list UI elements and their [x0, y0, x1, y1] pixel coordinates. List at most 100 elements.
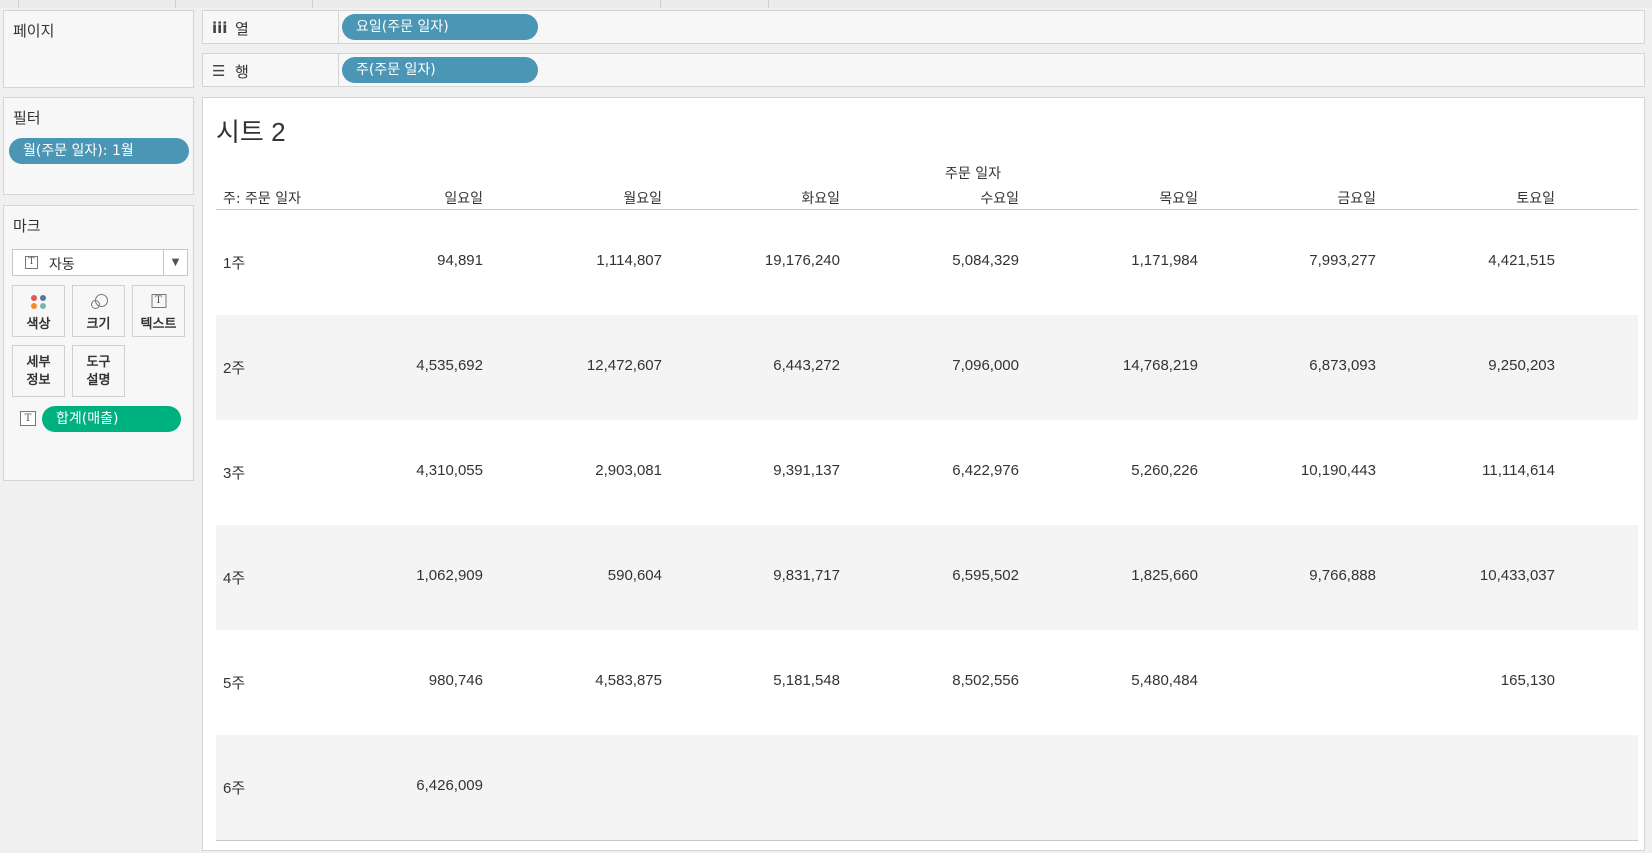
table-cell[interactable]: 165,130 [1500, 672, 1555, 689]
column-header[interactable]: 일요일 [444, 191, 483, 207]
filter-pill-month[interactable]: 월(주문 일자): 1월 [9, 138, 189, 164]
column-header-row: 주: 주문 일자 일요일 월요일 화요일 수요일 목요일 금요일 토요일 [216, 186, 1638, 210]
table-cell[interactable]: 5,480,484 [1131, 672, 1198, 689]
table-row[interactable]: 6주 6,426,009 [216, 735, 1638, 840]
tab-divider [660, 0, 661, 8]
row-label[interactable]: 3주 [223, 465, 246, 482]
sales-sum-pill[interactable]: 합계(매출) [42, 406, 181, 432]
table-cell[interactable]: 7,993,277 [1309, 252, 1376, 269]
tooltip-label-line1: 도구 [86, 355, 111, 370]
mark-type-label: 자동 [49, 257, 75, 273]
table-cell[interactable]: 9,766,888 [1309, 567, 1376, 584]
row-label[interactable]: 1주 [223, 255, 246, 272]
table-row[interactable]: 4주 1,062,909 590,604 9,831,717 6,595,502… [216, 525, 1638, 630]
color-button[interactable]: 색상 [12, 285, 65, 337]
table-cell[interactable]: 9,250,203 [1488, 357, 1555, 374]
shelf-divider [338, 54, 339, 86]
table-cell[interactable]: 5,181,548 [773, 672, 840, 689]
marks-card-title: 마크 [13, 217, 41, 235]
column-header[interactable]: 월요일 [623, 191, 662, 207]
column-header[interactable]: 화요일 [801, 191, 840, 207]
top-tab-strip [0, 0, 1652, 8]
row-label[interactable]: 2주 [223, 360, 246, 377]
table-bottom-border [216, 840, 1638, 841]
table-cell[interactable]: 1,825,660 [1131, 567, 1198, 584]
table-cell[interactable]: 6,426,009 [416, 777, 483, 794]
table-cell[interactable]: 4,310,055 [416, 462, 483, 479]
columns-shelf[interactable]: iii 열 요일(주문 일자) [202, 10, 1645, 44]
rows-shelf[interactable]: ☰ 행 주(주문 일자) [202, 53, 1645, 87]
table-cell[interactable]: 10,433,037 [1479, 567, 1555, 584]
table-cell[interactable]: 10,190,443 [1300, 462, 1376, 479]
table-cell[interactable]: 6,422,976 [952, 462, 1019, 479]
pages-card-title: 페이지 [13, 22, 55, 40]
table-cell[interactable]: 14,768,219 [1122, 357, 1198, 374]
table-cell[interactable]: 11,114,614 [1482, 462, 1555, 479]
tab-divider [18, 0, 19, 8]
table-cell[interactable]: 6,443,272 [773, 357, 840, 374]
tab-divider [768, 0, 769, 8]
table-cell[interactable]: 5,084,329 [952, 252, 1019, 269]
filters-card-title: 필터 [13, 109, 41, 127]
table-cell[interactable]: 4,535,692 [416, 357, 483, 374]
text-icon: T [151, 294, 166, 308]
row-label[interactable]: 4주 [223, 570, 246, 587]
columns-icon: iii [212, 19, 228, 37]
table-cell[interactable]: 6,873,093 [1309, 357, 1376, 374]
row-label[interactable]: 6주 [223, 780, 246, 797]
table-cell[interactable]: 7,096,000 [952, 357, 1019, 374]
table-cell[interactable]: 8,502,556 [952, 672, 1019, 689]
column-header[interactable]: 수요일 [980, 191, 1019, 207]
detail-label-line1: 세부 [26, 355, 51, 370]
column-group-header: 주문 일자 [945, 166, 1001, 182]
columns-shelf-label: 열 [235, 20, 249, 38]
tab-divider [175, 0, 176, 8]
week-pill[interactable]: 주(주문 일자) [342, 57, 538, 83]
chevron-down-icon[interactable]: ▼ [163, 250, 187, 275]
column-header[interactable]: 금요일 [1337, 191, 1376, 207]
table-cell[interactable]: 9,831,717 [773, 567, 840, 584]
table-cell[interactable]: 980,746 [428, 672, 483, 689]
table-row[interactable]: 5주 980,746 4,583,875 5,181,548 8,502,556… [216, 630, 1638, 735]
detail-button-label: 세부 정보 [13, 354, 64, 390]
rows-shelf-label: 행 [235, 63, 249, 81]
worksheet-view[interactable]: 시트 2 주문 일자 주: 주문 일자 일요일 월요일 화요일 수요일 목요일 … [202, 97, 1645, 851]
table-cell[interactable]: 2,903,081 [595, 462, 662, 479]
table-cell[interactable]: 590,604 [607, 567, 662, 584]
row-header-title[interactable]: 주: 주문 일자 [223, 191, 302, 207]
table-cell[interactable]: 1,171,984 [1131, 252, 1198, 269]
tooltip-button[interactable]: 도구 설명 [72, 345, 125, 397]
text-encoding-icon[interactable]: T [20, 411, 36, 426]
color-dots-icon [30, 294, 48, 310]
text-button-label: 텍스트 [140, 317, 177, 332]
mark-type-dropdown[interactable]: T 자동 ▼ [12, 249, 188, 276]
table-cell[interactable]: 6,595,502 [952, 567, 1019, 584]
table-cell[interactable]: 5,260,226 [1131, 462, 1198, 479]
filters-card[interactable]: 필터 월(주문 일자): 1월 [3, 97, 194, 195]
weekday-pill[interactable]: 요일(주문 일자) [342, 14, 538, 40]
table-cell[interactable]: 4,421,515 [1488, 252, 1555, 269]
color-button-label: 색상 [26, 317, 51, 332]
table-cell[interactable]: 1,062,909 [416, 567, 483, 584]
tooltip-button-label: 도구 설명 [73, 354, 124, 390]
sheet-title: 시트 2 [216, 117, 286, 147]
table-cell[interactable]: 94,891 [437, 252, 483, 269]
size-button[interactable]: 크기 [72, 285, 125, 337]
rows-icon: ☰ [212, 62, 226, 80]
row-label[interactable]: 5주 [223, 675, 246, 692]
table-row[interactable]: 1주 94,891 1,114,807 19,176,240 5,084,329… [216, 210, 1638, 315]
table-cell[interactable]: 19,176,240 [764, 252, 840, 269]
table-cell[interactable]: 1,114,807 [596, 252, 662, 269]
text-button[interactable]: T 텍스트 [132, 285, 185, 337]
table-row[interactable]: 3주 4,310,055 2,903,081 9,391,137 6,422,9… [216, 420, 1638, 525]
shelf-divider [338, 11, 339, 43]
table-row[interactable]: 2주 4,535,692 12,472,607 6,443,272 7,096,… [216, 315, 1638, 420]
column-header[interactable]: 토요일 [1516, 191, 1555, 207]
detail-button[interactable]: 세부 정보 [12, 345, 65, 397]
table-cell[interactable]: 4,583,875 [595, 672, 662, 689]
table-cell[interactable]: 12,472,607 [586, 357, 662, 374]
pages-card[interactable]: 페이지 [3, 10, 194, 88]
size-button-label: 크기 [86, 317, 111, 332]
table-cell[interactable]: 9,391,137 [773, 462, 840, 479]
column-header[interactable]: 목요일 [1159, 191, 1198, 207]
